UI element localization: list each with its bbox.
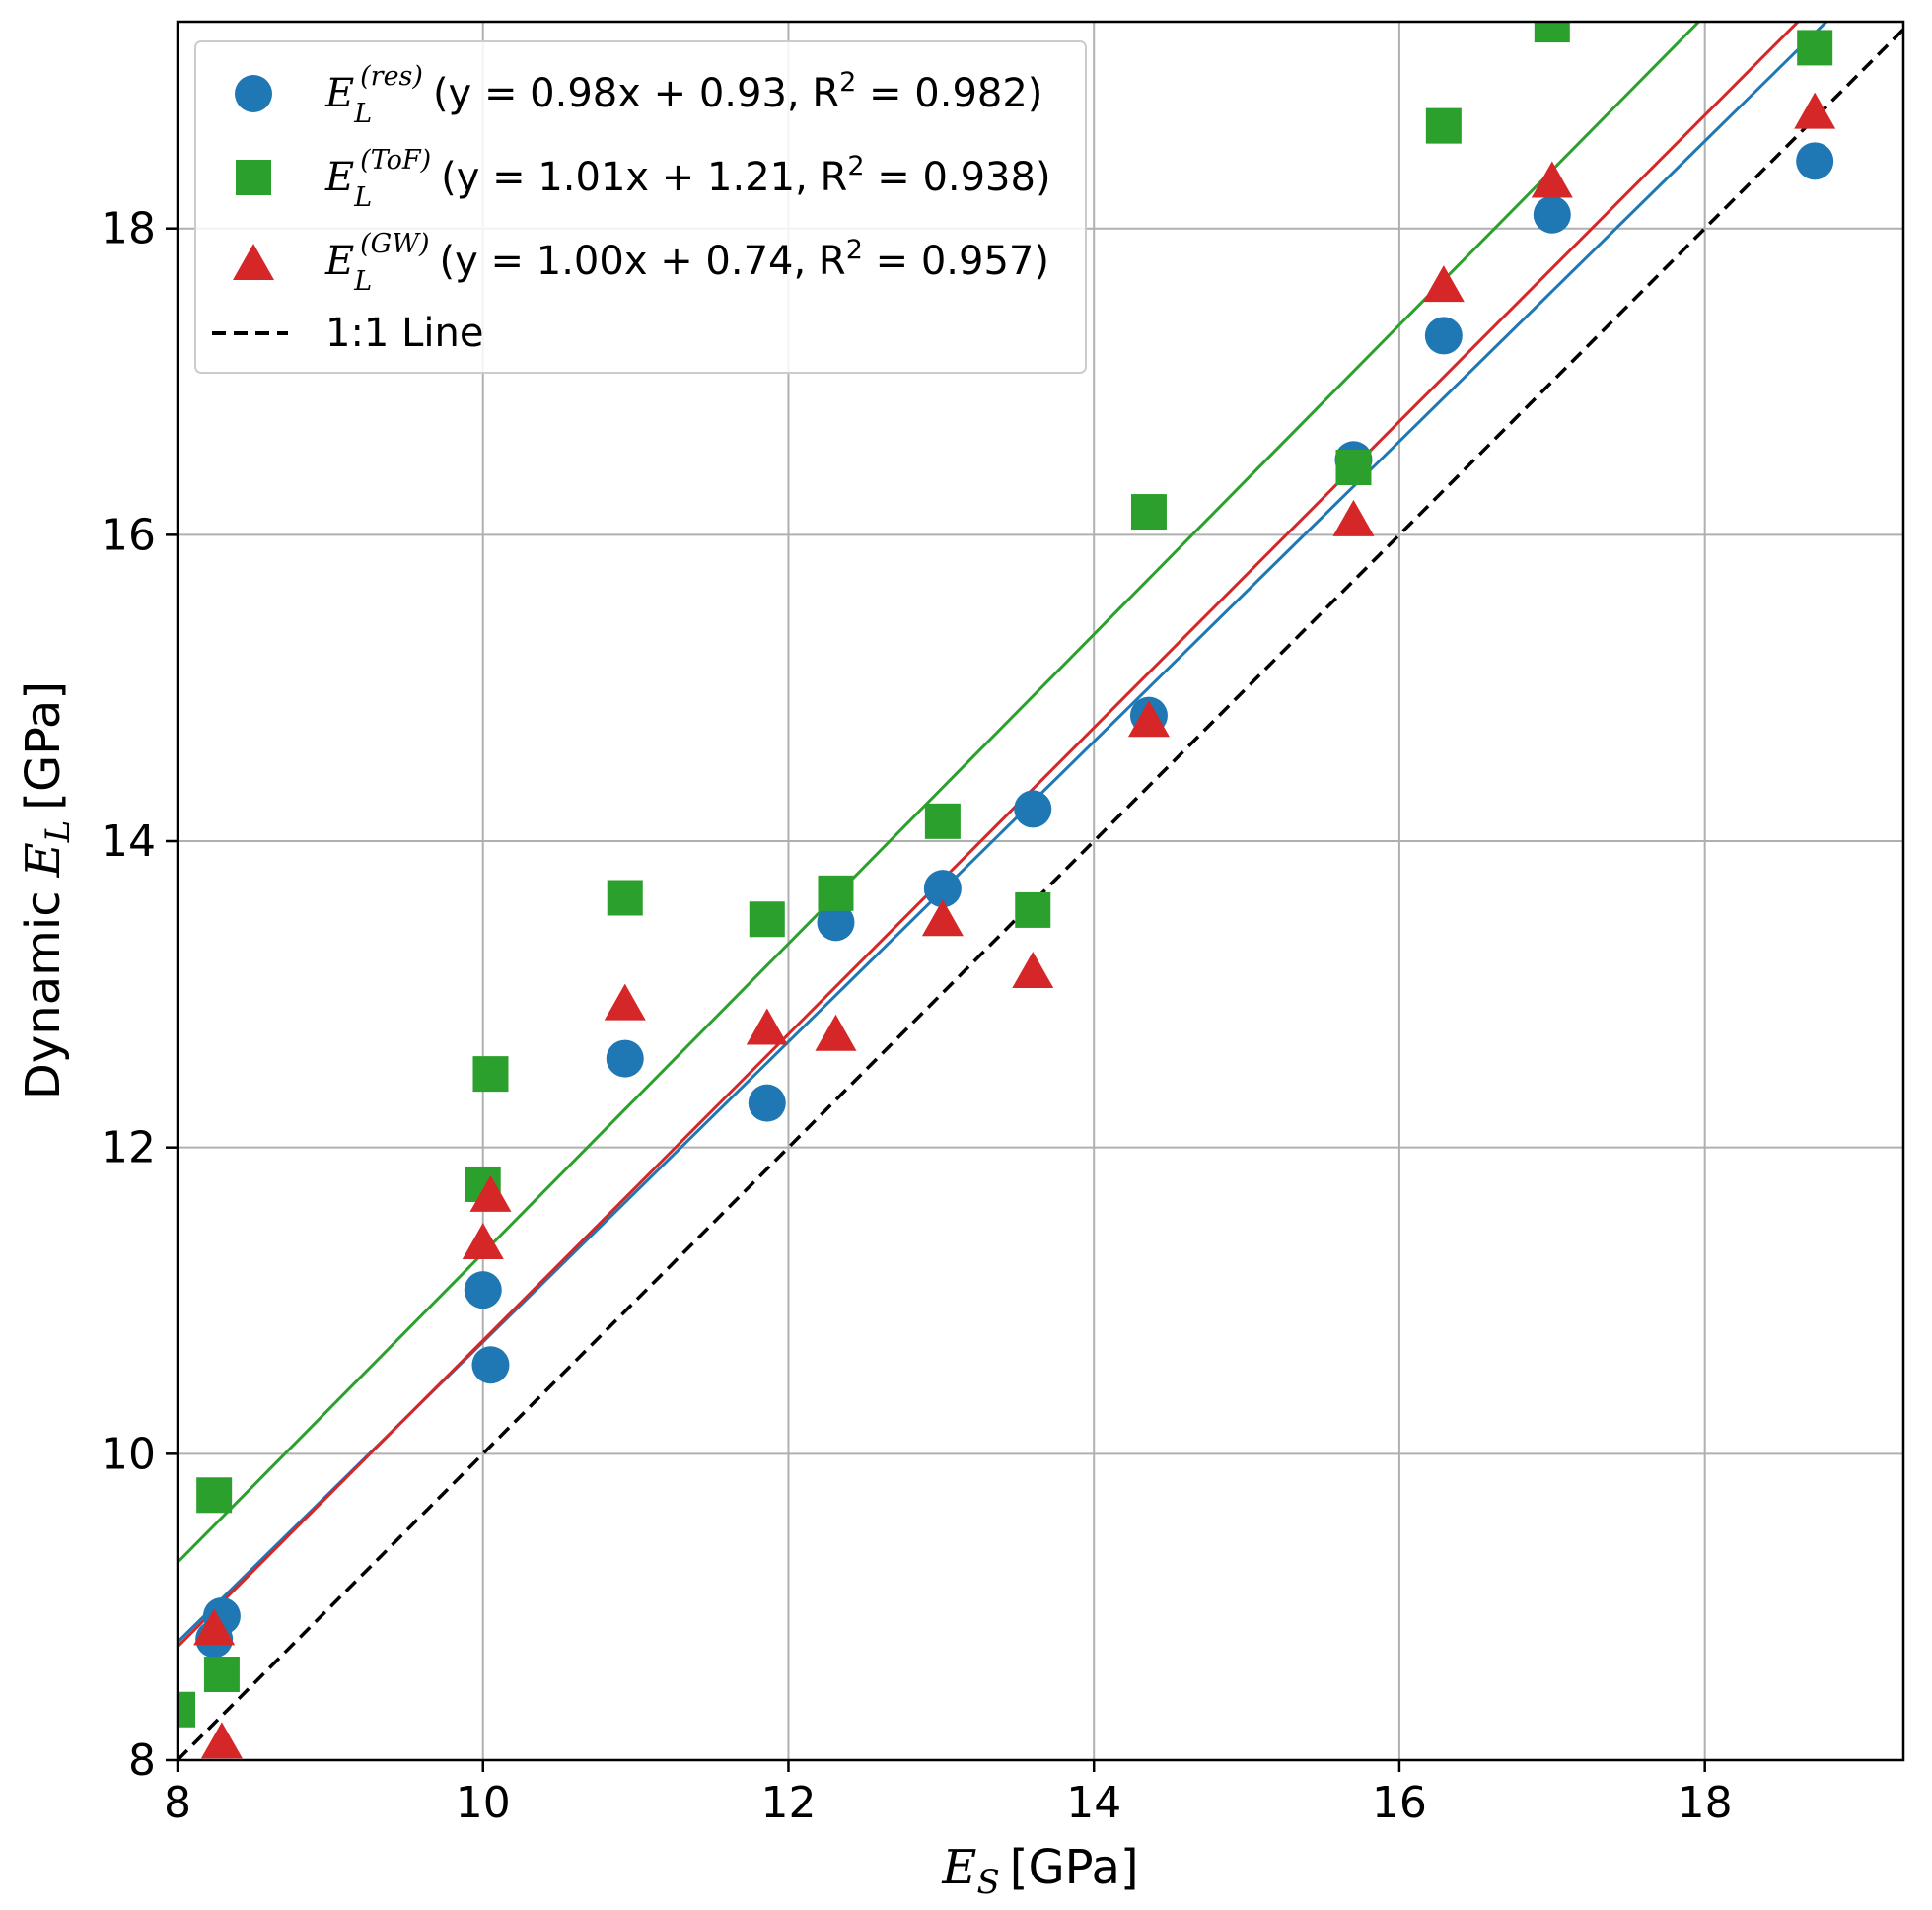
point-gw xyxy=(1422,265,1465,303)
point-res xyxy=(817,903,855,942)
point-tof xyxy=(472,1056,509,1093)
point-gw xyxy=(200,1722,243,1759)
y-tick-label: 8 xyxy=(128,1735,156,1786)
y-tick-label: 14 xyxy=(101,816,156,867)
y-tick-label: 18 xyxy=(101,204,156,254)
point-res xyxy=(1014,790,1052,828)
point-gw xyxy=(1531,161,1573,198)
point-gw xyxy=(921,899,964,937)
point-tof xyxy=(1335,450,1372,486)
x-tick-label: 14 xyxy=(1066,1778,1121,1828)
axis-ticks: 8 10 12 14 16 18 8 10 12 14 16 18 xyxy=(101,204,1733,1828)
fit-line-tof xyxy=(178,22,1701,1564)
y-tick-label: 12 xyxy=(101,1123,156,1173)
point-res xyxy=(1533,195,1571,234)
legend-label-tof: EL(ToF) (y = 1.01x + 1.21, R2 = 0.938) xyxy=(324,145,1051,213)
point-tof xyxy=(1797,30,1833,66)
legend-box xyxy=(194,40,1087,374)
legend-label-reference: 1:1 Line xyxy=(325,311,483,356)
legend-marker-res xyxy=(235,75,272,112)
point-tof xyxy=(1015,891,1051,928)
legend-item-tof: EL(ToF) (y = 1.01x + 1.21, R2 = 0.938) xyxy=(236,145,1051,213)
y-axis-label: DynamicEL[GPa] xyxy=(16,681,78,1099)
point-gw xyxy=(462,1222,504,1259)
point-res xyxy=(1796,142,1834,180)
legend-item-gw: EL(GW) (y = 1.00x + 0.74, R2 = 0.957) xyxy=(233,229,1049,297)
point-gw xyxy=(469,1174,512,1212)
point-gw xyxy=(1127,700,1170,738)
x-axis-label: ES [GPa] xyxy=(941,1840,1138,1902)
fit-line-gw xyxy=(178,22,1801,1649)
legend-label-gw: EL(GW) (y = 1.00x + 0.74, R2 = 0.957) xyxy=(324,229,1049,297)
plot-frame xyxy=(176,20,1905,1762)
point-res xyxy=(606,1039,644,1078)
x-tick-label: 18 xyxy=(1678,1778,1733,1828)
point-res xyxy=(471,1346,510,1384)
x-tick-label: 12 xyxy=(760,1778,816,1828)
legend-marker-tof xyxy=(236,160,271,195)
x-tick-label: 8 xyxy=(164,1778,191,1828)
point-res xyxy=(748,1084,786,1122)
point-res xyxy=(464,1271,502,1309)
x-tick-label: 16 xyxy=(1372,1778,1427,1828)
legend-marker-gw xyxy=(233,244,274,280)
point-tof xyxy=(607,880,643,916)
point-tof xyxy=(749,901,785,938)
point-tof xyxy=(818,875,854,911)
point-gw xyxy=(1332,499,1375,536)
x-tick-label: 10 xyxy=(456,1778,511,1828)
point-gw xyxy=(1794,92,1836,129)
y-tick-label: 10 xyxy=(101,1429,156,1479)
point-tof xyxy=(1425,107,1462,144)
point-gw xyxy=(746,1008,788,1045)
point-gw xyxy=(604,983,646,1021)
point-tof xyxy=(1130,494,1167,531)
point-tof xyxy=(196,1477,233,1514)
point-tof xyxy=(178,1691,195,1728)
point-tof xyxy=(924,803,961,839)
point-gw xyxy=(815,1014,857,1051)
point-res xyxy=(1424,317,1463,355)
point-gw xyxy=(193,1608,236,1646)
data-points xyxy=(178,22,1836,1759)
point-gw xyxy=(1012,952,1054,989)
point-res xyxy=(923,870,962,908)
legend-item-reference: 1:1 Line xyxy=(212,311,483,356)
legend-label-res: EL(res) (y = 0.98x + 0.93, R2 = 0.982) xyxy=(324,61,1042,129)
legend-item-res: EL(res) (y = 0.98x + 0.93, R2 = 0.982) xyxy=(235,61,1042,129)
y-tick-label: 16 xyxy=(101,510,156,560)
legend: EL(res) (y = 0.98x + 0.93, R2 = 0.982) EL… xyxy=(194,40,1087,374)
point-tof xyxy=(1534,22,1570,43)
point-tof xyxy=(203,1657,240,1693)
